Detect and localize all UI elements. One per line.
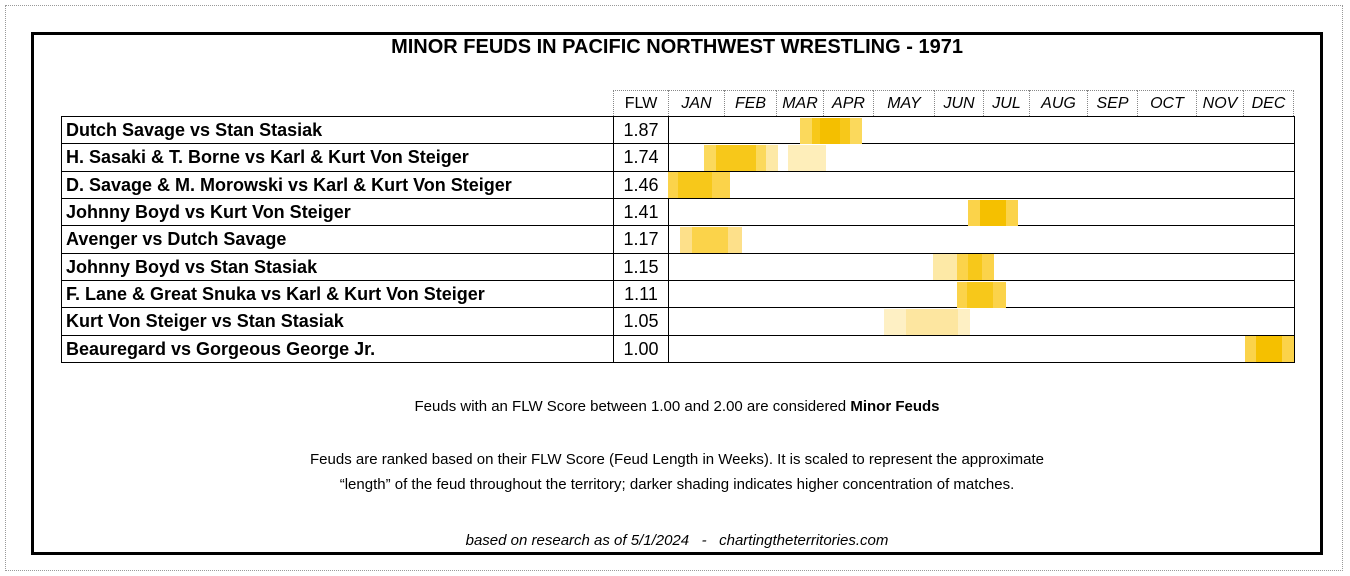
credit: based on research as of 5/1/2024 - chart…	[465, 532, 889, 549]
flw-score: 1.05	[613, 307, 669, 336]
feud-name: Beauregard vs Gorgeous George Jr.	[61, 334, 614, 363]
month-header: AUG	[1029, 90, 1087, 116]
month-header: JUL	[983, 90, 1029, 116]
flw-score: 1.74	[613, 143, 669, 172]
flw-score: 1.41	[613, 197, 669, 227]
page-border	[5, 5, 1343, 571]
minor-note: Feuds with an FLW Score between 1.00 and…	[32, 398, 1322, 415]
flw-score: 1.15	[613, 252, 669, 281]
ranking-note: “length” of the feud throughout the terr…	[339, 476, 1015, 493]
month-header: SEP	[1087, 90, 1137, 116]
timeline-row	[668, 307, 1295, 336]
timeline-row	[668, 116, 1295, 145]
timeline-row	[668, 225, 1295, 254]
feud-name: Dutch Savage vs Stan Stasiak	[61, 116, 614, 145]
flw-score: 1.46	[613, 170, 669, 199]
flw-score: 1.11	[613, 279, 669, 309]
month-header: FEB	[724, 90, 776, 116]
month-header: DEC	[1243, 90, 1294, 116]
timeline-row	[668, 334, 1295, 363]
month-header: JUN	[934, 90, 983, 116]
month-header: NOV	[1196, 90, 1243, 116]
flw-score: 1.17	[613, 225, 669, 254]
flw-score: 1.00	[613, 334, 669, 363]
month-header: MAR	[776, 90, 823, 116]
score-header: FLW	[613, 90, 668, 116]
ranking-note: Feuds are ranked based on their FLW Scor…	[310, 451, 1044, 468]
feud-name: Kurt Von Steiger vs Stan Stasiak	[61, 307, 614, 336]
note-text: Feuds with an FLW Score between 1.00 and…	[414, 398, 847, 415]
month-header: JAN	[668, 90, 724, 116]
frame	[31, 32, 1323, 555]
timeline-row	[668, 197, 1295, 227]
timeline-row	[668, 170, 1295, 199]
title: MINOR FEUDS IN PACIFIC NORTHWEST WRESTLI…	[391, 36, 963, 58]
feud-name: H. Sasaki & T. Borne vs Karl & Kurt Von …	[61, 143, 614, 172]
feud-name: D. Savage & M. Morowski vs Karl & Kurt V…	[61, 170, 614, 199]
feud-name: F. Lane & Great Snuka vs Karl & Kurt Von…	[61, 279, 614, 309]
timeline-row	[668, 252, 1295, 281]
feud-name: Johnny Boyd vs Stan Stasiak	[61, 252, 614, 281]
timeline-row	[668, 143, 1295, 172]
month-header: OCT	[1137, 90, 1196, 116]
month-header: MAY	[873, 90, 934, 116]
timeline-row	[668, 279, 1295, 309]
flw-score: 1.87	[613, 116, 669, 145]
month-header: APR	[823, 90, 873, 116]
feud-name: Avenger vs Dutch Savage	[61, 225, 614, 254]
feud-name: Johnny Boyd vs Kurt Von Steiger	[61, 197, 614, 227]
note-bold: Minor Feuds	[850, 398, 940, 415]
